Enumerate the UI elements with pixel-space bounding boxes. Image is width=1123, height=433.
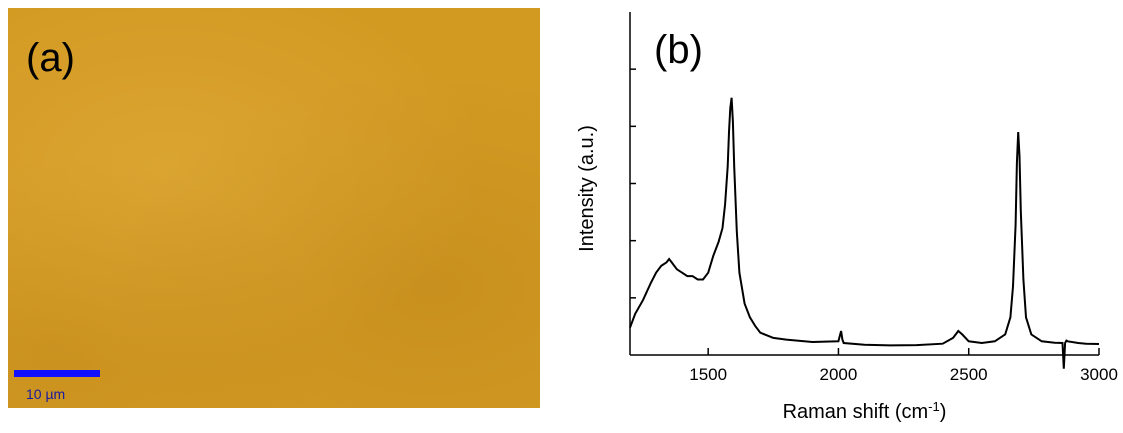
- micrograph-texture: [8, 8, 540, 408]
- panel-label-b: (b): [654, 28, 703, 72]
- chart-ticks: [630, 68, 1100, 355]
- scale-bar-label: 10 µm: [26, 386, 66, 402]
- x-tick-label: 3000: [1080, 365, 1118, 384]
- panel-label-a: (a): [26, 36, 75, 80]
- x-tick-label: 1500: [689, 365, 727, 384]
- x-axis-label: Raman shift (cm-1): [783, 399, 947, 424]
- scale-bar: [14, 370, 100, 377]
- raman-spectrum-chart: 1500 2000 2500 3000 Intensity (a.u.) Raman …: [576, 12, 1118, 424]
- y-axis-label: Intensity (a.u.): [576, 125, 598, 252]
- chart-tick-labels: 1500 2000 2500 3000: [689, 365, 1118, 384]
- raman-series-line: [629, 97, 1100, 369]
- x-tick-label: 2500: [950, 365, 988, 384]
- optical-micrograph: (a) 10 µm: [8, 8, 540, 408]
- x-tick-label: 2000: [820, 365, 858, 384]
